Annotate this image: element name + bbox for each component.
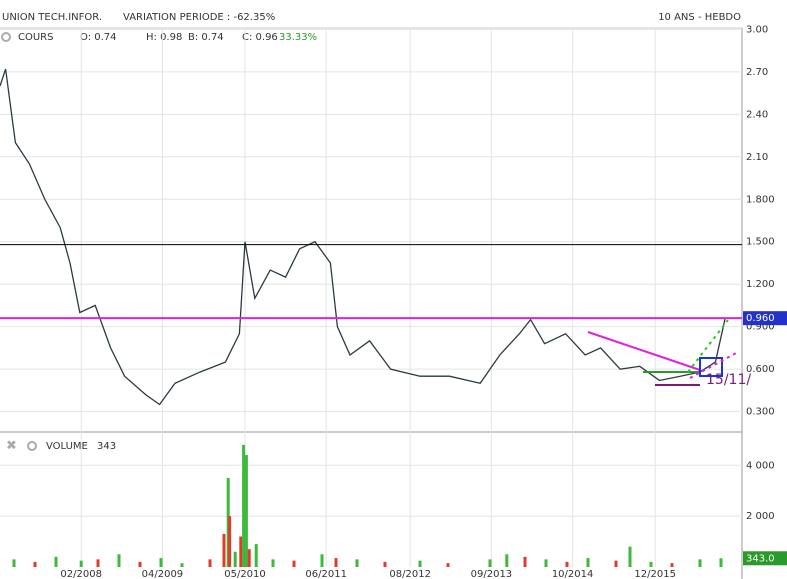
last-label-box bbox=[743, 551, 787, 566]
volume-bar bbox=[208, 559, 212, 567]
y-tick-label: 0.600 bbox=[746, 364, 775, 375]
close-icon[interactable]: ✖ bbox=[6, 439, 17, 454]
volume-bar bbox=[698, 559, 702, 567]
volume-bar bbox=[544, 559, 548, 567]
volume-bar bbox=[719, 558, 723, 567]
legend-low: B: 0.74 bbox=[188, 32, 224, 43]
y-tick-label: 0.900 bbox=[746, 322, 775, 333]
volume-bar bbox=[523, 556, 527, 567]
x-tick-label: 02/2008 bbox=[60, 569, 102, 579]
settings-icon[interactable] bbox=[1, 32, 11, 42]
volume-bar bbox=[418, 560, 422, 567]
annotation: 15/11/ bbox=[706, 372, 751, 388]
volume-bar bbox=[446, 563, 450, 567]
y-tick-label: 2.10 bbox=[746, 152, 768, 163]
y-tick-label: 2.40 bbox=[746, 109, 768, 120]
volume-bar bbox=[228, 516, 232, 567]
volume-bar bbox=[180, 563, 184, 567]
x-tick-label: 06/2011 bbox=[305, 569, 347, 579]
volume-bar bbox=[12, 559, 16, 567]
level-label-box bbox=[743, 311, 787, 326]
x-tick-label: 09/2013 bbox=[471, 569, 513, 579]
period: 10 ANS - HEBDO bbox=[658, 12, 741, 23]
volume-bar bbox=[271, 559, 275, 567]
volume-bar bbox=[586, 558, 590, 567]
volume-bar bbox=[222, 533, 226, 567]
volume-bar bbox=[649, 561, 653, 567]
y-tick-label: 3.00 bbox=[746, 24, 768, 35]
volume-bar bbox=[334, 558, 338, 567]
x-tick-label: 05/2010 bbox=[224, 569, 266, 579]
legend-high: H: 0.98 bbox=[146, 32, 182, 43]
y-tick-label: 4 000 bbox=[746, 460, 775, 471]
volume-bar bbox=[244, 455, 248, 567]
volume-bar bbox=[117, 554, 121, 567]
volume-last: 343 bbox=[97, 441, 116, 452]
level-label: 0.960 bbox=[746, 313, 775, 324]
last-label: 343.0 bbox=[746, 553, 775, 564]
legend-close: C: 0.96 bbox=[242, 32, 278, 43]
x-tick-label: 12/2015 bbox=[634, 569, 676, 579]
volume-bar bbox=[138, 561, 142, 567]
legend-open: O: 0.74 bbox=[80, 32, 117, 43]
legend-series: COURS bbox=[18, 32, 53, 43]
volume-bar bbox=[614, 560, 618, 567]
drawings bbox=[587, 319, 739, 386]
y-tick-label: 1.800 bbox=[746, 194, 775, 205]
volume-bar bbox=[488, 559, 492, 567]
volume-bar bbox=[96, 559, 100, 567]
y-tick-label: 0.300 bbox=[746, 407, 775, 418]
y-tick-label: 1.500 bbox=[746, 237, 775, 248]
volume-bar bbox=[670, 563, 674, 567]
y-tick-label: 1.200 bbox=[746, 279, 775, 290]
volume-bar bbox=[383, 561, 387, 567]
volume-bar bbox=[33, 561, 37, 567]
volume-bar bbox=[242, 444, 246, 567]
volume-bar bbox=[292, 560, 296, 567]
volume-bar bbox=[320, 554, 324, 567]
y-tick-label: 2.70 bbox=[746, 67, 768, 78]
volume-title: VOLUME bbox=[46, 441, 88, 452]
volume-bar bbox=[505, 554, 509, 567]
volume-bar bbox=[628, 546, 632, 567]
x-tick-label: 10/2014 bbox=[552, 569, 594, 579]
subtitle: VARIATION PERIODE : -62.35% bbox=[123, 12, 275, 23]
volume-bar bbox=[565, 561, 569, 567]
volume-bar bbox=[254, 544, 258, 567]
x-tick-label: 08/2012 bbox=[389, 569, 431, 579]
volume-bar bbox=[355, 559, 359, 567]
volume-bar bbox=[239, 536, 243, 567]
legend-change: 33.33% bbox=[279, 32, 317, 43]
settings-icon[interactable] bbox=[27, 441, 37, 451]
volume-bar bbox=[54, 556, 58, 567]
x-tick-label: 04/2009 bbox=[142, 569, 184, 579]
y-tick-label: 2 000 bbox=[746, 511, 775, 522]
title: UNION TECH.INFOR. bbox=[2, 12, 102, 23]
volume-bar bbox=[247, 549, 251, 567]
volume-bar bbox=[79, 560, 83, 567]
volume-bar bbox=[159, 558, 163, 567]
price-line bbox=[0, 68, 726, 406]
volume-bar bbox=[233, 551, 237, 567]
